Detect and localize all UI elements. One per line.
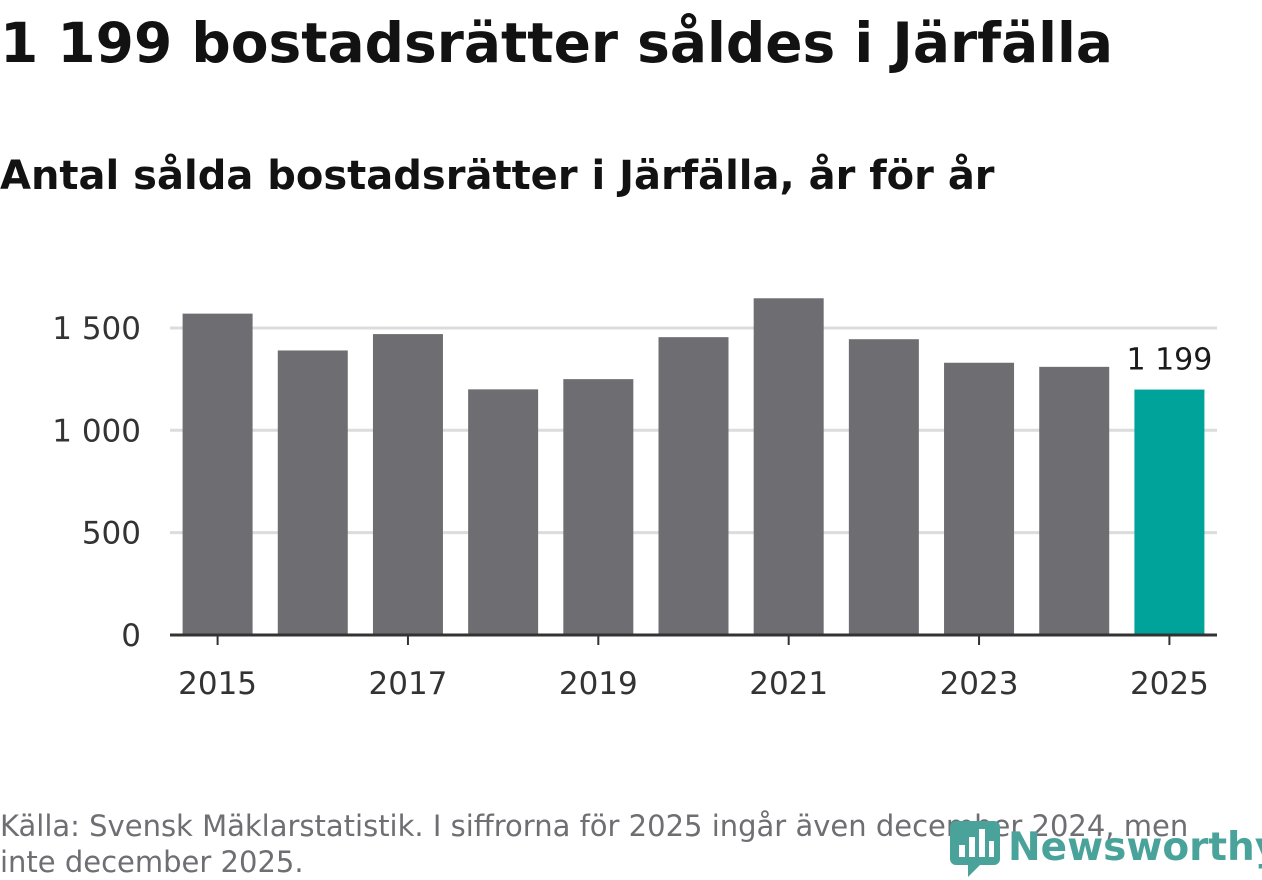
logo-text: Newsworthy: [1008, 825, 1262, 870]
chart-title: 1 199 bostadsrätter såldes i Järfälla: [0, 11, 1113, 75]
bar: [372, 334, 443, 635]
x-tick-label: 2021: [749, 666, 828, 702]
x-tick-label: 2017: [369, 666, 448, 702]
x-tick-label: 2019: [559, 666, 638, 702]
chart-subtitle: Antal sålda bostadsrätter i Järfälla, år…: [0, 153, 995, 199]
y-tick-label: 1 500: [52, 311, 141, 347]
x-tick-label: 2025: [1130, 666, 1209, 702]
bar: [468, 389, 539, 635]
bar: [1134, 389, 1205, 635]
data-label: 1 199: [1126, 343, 1212, 378]
bar: [563, 379, 634, 635]
bar: [658, 337, 729, 635]
y-tick-label: 1 000: [52, 413, 141, 449]
y-tick-label: 0: [121, 618, 141, 654]
bar: [944, 362, 1015, 635]
bar: [182, 313, 253, 635]
x-tick-label: 2015: [178, 666, 257, 702]
bar: [848, 339, 919, 635]
bar: [277, 350, 348, 635]
bar: [753, 298, 824, 635]
x-tick-label: 2023: [940, 666, 1019, 702]
newsworthy-logo-icon: [950, 821, 1000, 877]
y-tick-label: 500: [82, 516, 141, 552]
newsworthy-logo[interactable]: Newsworthy: [950, 818, 1262, 878]
bar: [1039, 366, 1110, 635]
